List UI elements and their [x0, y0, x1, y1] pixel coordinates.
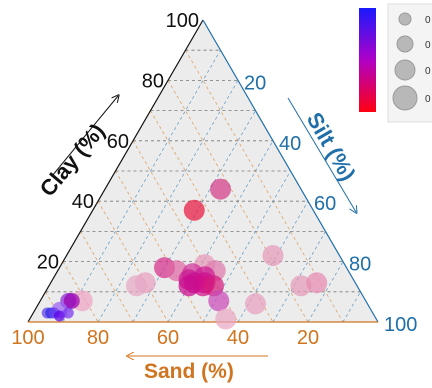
silt-tick-label: 60 [314, 193, 336, 215]
data-point [210, 178, 231, 200]
clay-axis-arrow [51, 96, 118, 177]
size-legend-circle-2 [396, 35, 414, 53]
colorbar [359, 8, 376, 112]
sand-axis-title: Sand (%) [144, 360, 234, 383]
sand-gridline [150, 110, 274, 323]
silt-gridline [237, 200, 309, 323]
silt-axis-arrow [287, 97, 356, 212]
data-point [215, 308, 237, 330]
sand-tick-label: 60 [157, 327, 179, 349]
sand-gridline [97, 200, 169, 323]
data-point [126, 275, 147, 297]
silt-tick-label: 80 [349, 254, 371, 276]
data-point [62, 307, 74, 319]
clay-axis-edge [27, 19, 204, 323]
sand-axis-title-group: Sand (%) [128, 356, 268, 383]
size-legend-circle-4 [392, 85, 418, 111]
sand-tick-label: 40 [227, 327, 249, 349]
clay-tick-label: 20 [37, 252, 59, 274]
clay-tick-label: 100 [166, 10, 199, 32]
data-point [262, 245, 284, 267]
clay-tick-label: 80 [142, 70, 164, 92]
size-legend-label-1: 0 [425, 15, 431, 26]
data-point [183, 199, 205, 221]
silt-tick-label: 40 [279, 133, 301, 155]
clay-tick-label: 60 [107, 131, 129, 153]
data-point [54, 310, 65, 322]
silt-gridline [62, 49, 221, 323]
data-point [63, 292, 80, 309]
sand-tick-label: 20 [297, 327, 319, 349]
size-legend-label-4: 0 [425, 94, 431, 105]
size-legend-label-2: 0 [425, 40, 431, 51]
data-point [178, 275, 200, 297]
sand-gridline [115, 170, 204, 323]
silt-axis-edge [202, 19, 379, 323]
ternary-tick-labels: 20 40 60 80 100 20 40 60 80 100 100 80 60 40 20 [11, 10, 417, 349]
ternary-edges [27, 19, 379, 323]
size-legend-circle-3 [394, 59, 416, 81]
data-point [245, 293, 266, 315]
sand-tick-label: 100 [11, 327, 44, 349]
silt-tick-label: 20 [244, 72, 266, 94]
data-points [41, 178, 328, 330]
clay-tick-label: 40 [72, 191, 94, 213]
data-point [306, 272, 328, 294]
silt-tick-label: 100 [384, 314, 417, 336]
data-point [208, 290, 230, 312]
silt-axis-title: Silt (%) [302, 108, 361, 185]
silt-gridline [97, 80, 239, 323]
sand-gridline [185, 49, 344, 323]
silt-gridline [202, 170, 291, 323]
size-legend-circle-1 [398, 12, 412, 26]
ternary-plot-area [28, 20, 378, 322]
data-point [290, 275, 312, 297]
legend: 0 0 0 0 [359, 3, 432, 123]
size-legend-label-3: 0 [425, 66, 431, 77]
clay-axis-title: Clay (%) [35, 119, 110, 202]
clay-axis-title-group: Clay (%) [35, 96, 118, 201]
sand-tick-label: 80 [87, 327, 109, 349]
